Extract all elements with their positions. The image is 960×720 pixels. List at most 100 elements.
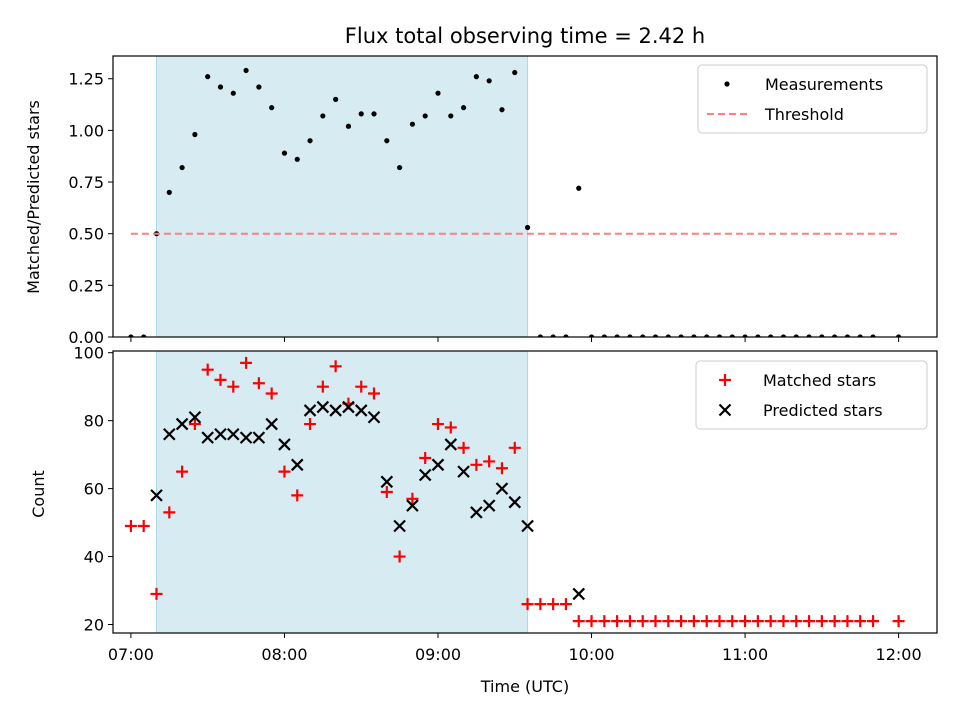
measurement-point [499,107,505,113]
top-panel: 0.00 0.25 0.50 0.75 1.00 1.25 Measurements Thre… [68,55,938,347]
matched-star-point [419,452,432,465]
matched-star-point [483,455,496,468]
matched-star-point [150,587,163,600]
measurement-point [243,67,249,74]
measurement-point [896,334,902,337]
measurement-point [601,334,607,337]
matched-star-point [368,387,381,400]
measurement-point [192,131,198,138]
predicted-star-point [226,427,240,441]
matched-star-point [649,615,662,628]
matched-star-point [675,615,688,628]
y-axis-label-bottom: Count [29,470,48,518]
predicted-star-point [367,410,381,424]
matched-star-point [636,615,649,628]
legend-label: Measurements [765,75,883,94]
matched-star-point [547,598,560,611]
measurement-point [409,121,416,127]
measurement-point [665,334,671,337]
measurement-point [217,84,224,90]
predicted-star-point [163,427,176,441]
measurement-point [716,334,723,337]
matched-star-point [304,418,317,431]
measurement-point [614,334,620,337]
matched-star-point [751,615,764,628]
matched-star-point [406,492,419,505]
predicted-star-point [482,499,496,512]
predicted-star-point [175,417,189,431]
legend: Measurements Threshold [697,64,928,134]
measurement-point [576,185,582,191]
matched-star-point [444,421,457,434]
x-tick-label: 11:00 [722,645,768,664]
matched-star-point [662,615,675,628]
measurement-point [742,334,748,337]
measurement-point [320,113,326,119]
measurement-point [563,334,569,337]
matched-star-point [790,615,803,628]
measurement-point [588,334,595,337]
measurement-point [435,90,441,96]
y-tick-label: 1.00 [68,121,104,140]
matched-star-point [329,360,342,373]
series-group [128,67,902,337]
predicted-star-point [214,427,227,441]
y-tick-label: 0.25 [68,276,104,295]
matched-star-point [431,418,444,431]
matched-star-point [393,550,406,563]
predicted-star-point [265,417,278,431]
y-axis-label-top: Matched/Predicted stars [24,100,43,294]
matched-star-point [572,615,585,628]
y-tick-label: 80 [84,412,104,431]
matched-star-point [559,598,572,611]
y-tick-label: 60 [84,480,104,499]
legend-predicted-swatch [718,403,732,417]
predicted-star-point [316,400,330,414]
matched-star-point [291,489,304,502]
measurement-point [358,111,364,117]
y-tick-label: 20 [84,616,104,635]
matched-star-point [828,615,841,628]
predicted-star-point [329,404,342,417]
y-tick-label: 0.50 [68,225,104,244]
matched-star-point [726,615,739,628]
measurement-point [486,78,492,84]
legend: Matched stars Predicted stars [695,360,928,430]
measurement-point [422,113,428,119]
x-axis-label: Time (UTC) [480,677,569,696]
measurement-point [294,156,300,162]
predicted-star-point [303,404,317,417]
measurement-point [844,334,851,337]
matched-star-point [240,356,253,369]
predicted-star-point [444,438,458,451]
predicted-star-point [239,431,253,444]
matched-star-point [265,387,278,400]
measurement-point [627,334,633,337]
measurement-point [512,69,518,76]
predicted-star-point [521,519,534,533]
matched-star-point [764,615,777,628]
matched-star-point [713,615,726,628]
matched-star-point [700,615,713,628]
matched-star-point [457,441,470,454]
predicted-star-point [470,506,483,519]
y-tick-label: 100 [73,344,104,363]
measurement-point [857,334,863,337]
matched-star-point [841,615,854,628]
matched-star-point [815,615,828,628]
matched-star-point [188,418,201,431]
matched-star-point [623,615,636,628]
matched-star-point [687,615,700,628]
matched-star-point [867,615,880,628]
matched-star-point [534,598,547,611]
x-tick-label: 10:00 [568,645,614,664]
measurement-point [141,334,147,337]
measurement-point [704,334,710,337]
matched-star-point [227,380,240,393]
measurement-point [281,150,288,156]
matched-star-point [214,373,227,386]
measurement-point [448,113,454,119]
matched-star-point [739,615,752,628]
matched-star-point [163,506,176,519]
